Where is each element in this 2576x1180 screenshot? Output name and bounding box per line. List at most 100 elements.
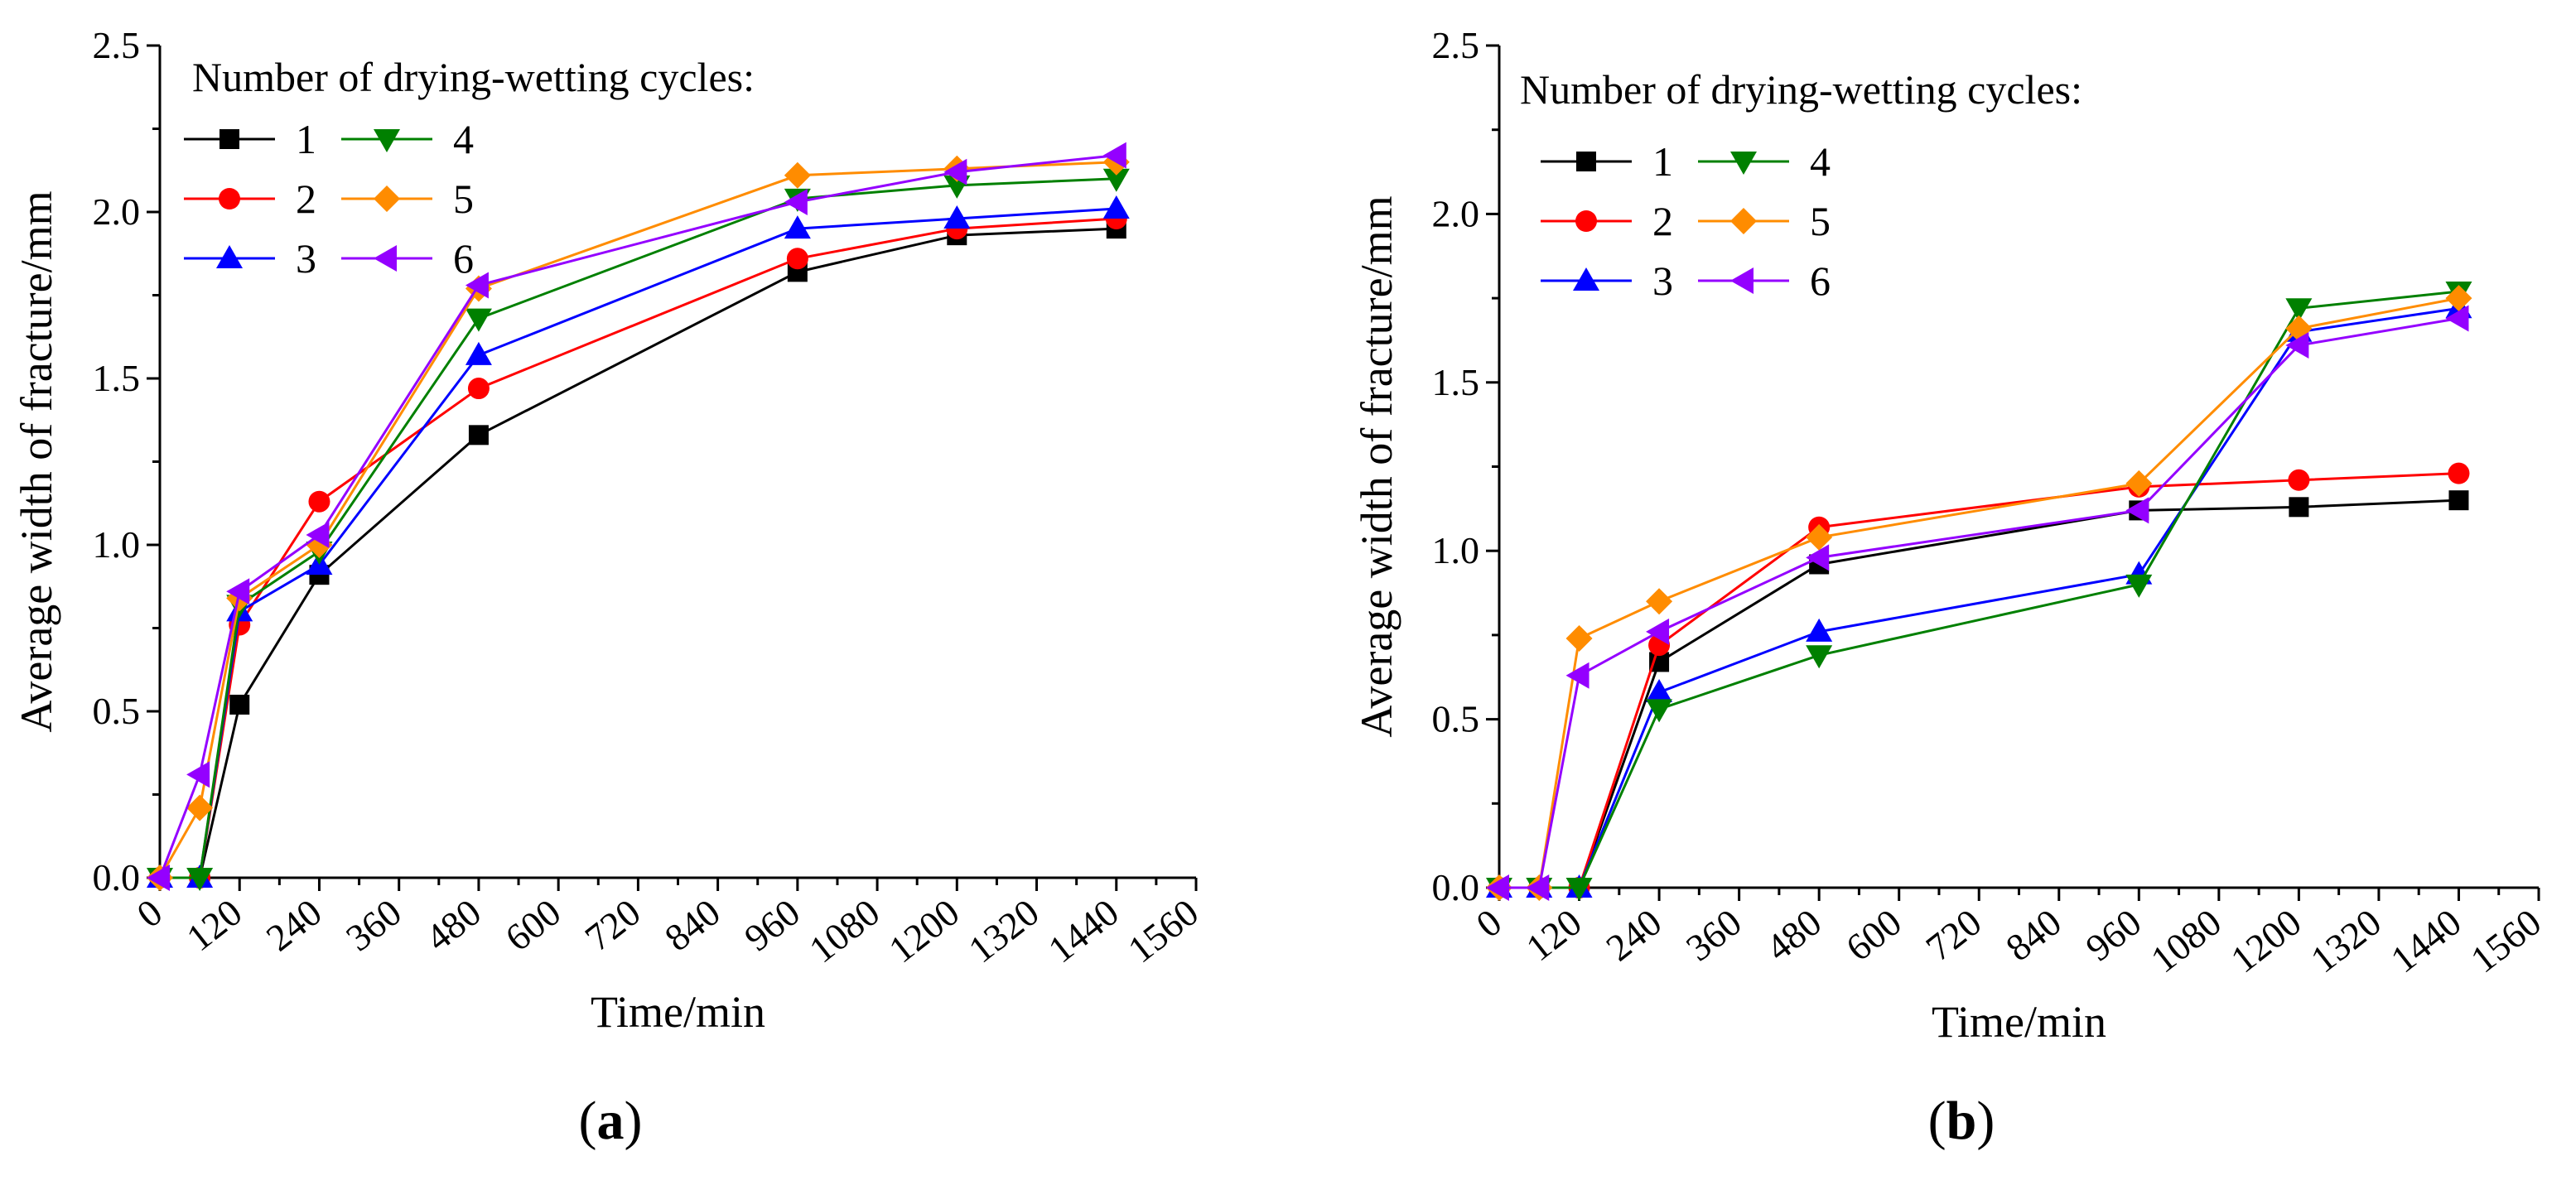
x-axis-title: Time/min [1932,997,2106,1047]
data-point-4 [1102,168,1130,192]
y-tick-label: 2.5 [1432,24,1480,66]
legend-label-4: 4 [1810,138,1831,185]
series-3 [1486,295,2472,898]
data-point-2 [2288,469,2310,491]
series-line-4 [1499,290,2459,889]
y-tick-label: 0.0 [93,856,141,898]
x-tick-label: 840 [657,891,728,960]
data-point-5 [1565,624,1593,652]
series-1 [1489,490,2469,898]
x-tick-label: 1320 [961,891,1047,971]
y-tick-label: 0.0 [1432,866,1480,908]
legend-title: Number of drying-wetting cycles: [192,54,755,100]
panel-label-close: ) [625,1091,643,1151]
legend-label-3: 3 [1652,258,1673,304]
x-tick-label: 840 [1998,901,2069,970]
legend-label-1: 1 [1652,138,1673,185]
y-tick-label: 2.0 [93,190,141,233]
data-point-5 [784,161,811,189]
data-point-6 [186,761,210,788]
data-point-4 [465,308,492,332]
series-4 [1486,281,2472,901]
data-point-6 [784,188,808,215]
legend-label-5: 5 [1810,198,1831,244]
data-point-6 [943,158,967,185]
x-tick-label: 120 [179,891,250,960]
data-point-5 [186,794,214,821]
panel-label-letter: b [1946,1091,1977,1151]
series-line-2 [1499,472,2459,889]
legend: Number of drying-wetting cycles: 1 2 3 4 5 6 [1520,66,2082,304]
x-tick-label: 1560 [2463,901,2549,981]
x-tick-label: 1080 [2143,901,2229,981]
x-tick-label: 960 [736,891,808,960]
data-point-2 [786,248,808,270]
legend-label-2: 2 [1652,198,1673,244]
legend-label-6: 6 [453,235,474,282]
legend-label-5: 5 [453,176,474,222]
data-point-5 [1646,588,1673,615]
x-tick-label: 1440 [1040,891,1126,971]
data-point-6 [1102,142,1126,169]
panel-label: (b) [1928,1091,1995,1151]
y-tick-label: 1.0 [93,523,141,566]
x-tick-label: 480 [1758,901,1830,970]
x-tick-label: 1560 [1120,891,1206,971]
legend-label-6: 6 [1810,258,1831,304]
x-tick-label: 1080 [801,891,887,971]
legend-label-2: 2 [296,176,316,222]
legend-marker-5 [1730,208,1757,234]
data-point-5 [2445,285,2472,312]
data-point-6 [465,272,489,299]
y-tick-label: 0.5 [1432,698,1480,740]
data-point-1 [229,694,250,715]
series-6 [147,142,1126,891]
panel-label: (a) [579,1091,643,1151]
data-point-3 [465,341,492,365]
data-point-6 [2125,497,2149,524]
y-tick-label: 2.0 [1432,192,1480,234]
data-point-5 [2125,470,2153,497]
data-point-6 [1526,874,1550,901]
panel-label-open: ( [1928,1091,1946,1151]
y-axis-title: Average width of fracture/mm [1352,195,1401,737]
legend-title: Number of drying-wetting cycles: [1520,66,2082,113]
x-tick-label: 960 [2078,901,2149,970]
x-tick-label: 1320 [2303,901,2389,981]
series-line-6 [158,154,1117,879]
data-point-3 [1102,195,1130,219]
series-5 [1486,285,2472,901]
panel-label-open: ( [579,1091,597,1151]
x-tick-label: 600 [498,891,569,960]
data-point-4 [1646,699,1673,723]
data-point-3 [1806,618,1833,642]
data-point-4 [186,868,214,891]
series-line-4 [160,177,1117,879]
x-tick-label: 1440 [2383,901,2469,981]
series-2 [1488,462,2470,898]
x-tick-label: 480 [417,891,489,960]
y-tick-label: 2.5 [93,24,141,66]
data-point-6 [2445,305,2469,332]
data-point-4 [2285,298,2313,322]
data-point-4 [1565,878,1593,901]
data-point-6 [1806,544,1830,571]
x-tick-label: 240 [258,891,330,960]
data-point-6 [1646,618,1670,645]
x-tick-label: 360 [338,891,409,960]
series-line-3 [160,207,1117,879]
x-tick-label: 720 [1918,901,1990,970]
series-2 [149,208,1127,889]
data-point-1 [2289,497,2309,518]
data-point-5 [1806,523,1833,551]
panel-a: 0 120 240 360 480 600 720 840 960108012001320144… [12,24,1206,1151]
data-point-1 [468,425,489,446]
x-axis-title: Time/min [591,987,765,1037]
legend-label-3: 3 [296,235,316,282]
series-line-3 [1499,306,2459,889]
y-tick-label: 1.5 [93,357,141,399]
series-line-5 [1499,296,2459,889]
y-tick-label: 1.0 [1432,529,1480,571]
panel-label-close: ) [1976,1091,1995,1151]
